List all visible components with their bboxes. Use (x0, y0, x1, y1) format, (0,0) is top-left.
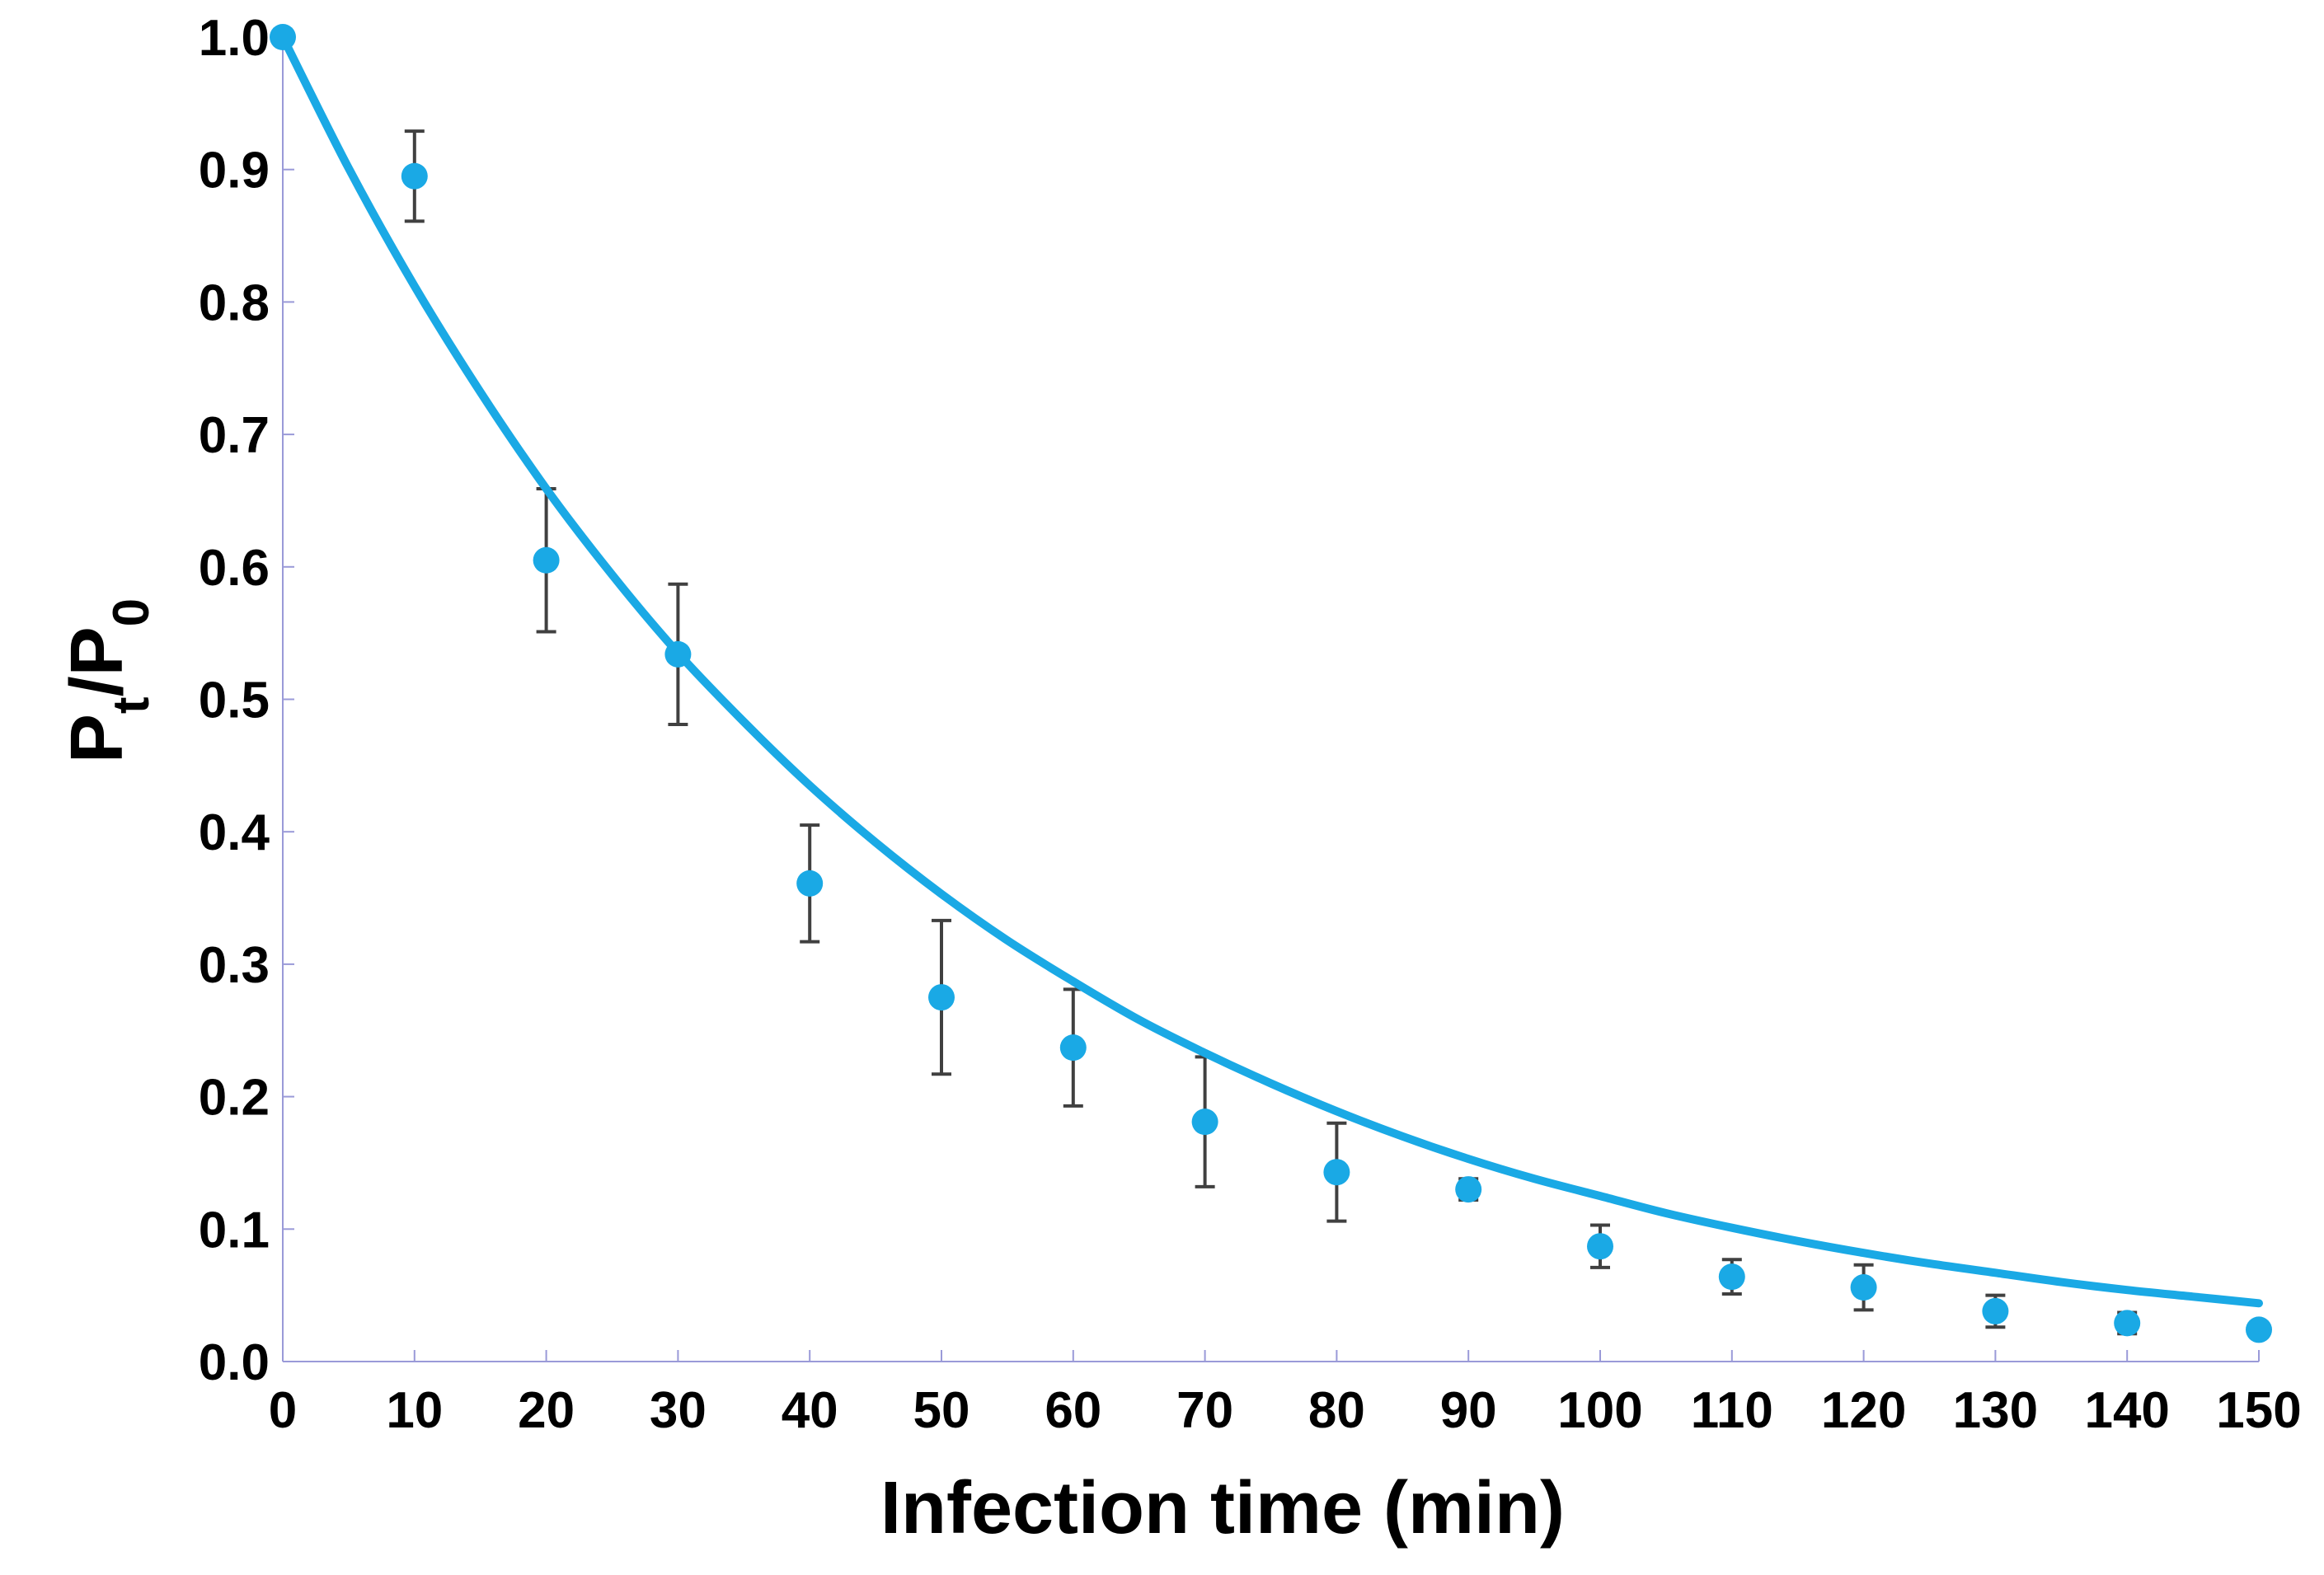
x-tick-label: 110 (1691, 1382, 1773, 1439)
x-tick-label: 0 (269, 1382, 297, 1439)
fit-curve (279, 33, 2263, 1308)
x-tick-label: 140 (2084, 1382, 2169, 1439)
data-point (401, 162, 428, 190)
x-tick-label: 150 (2216, 1382, 2301, 1439)
x-tick-label: 90 (1440, 1382, 1497, 1439)
data-points (270, 24, 2272, 1343)
x-tick-label: 50 (913, 1382, 970, 1439)
data-point (2246, 1316, 2272, 1343)
y-axis-title-sep: /P (56, 626, 139, 696)
data-point (1982, 1297, 2009, 1324)
y-axis-title-main: P (56, 714, 139, 763)
data-point (533, 546, 560, 574)
data-point (796, 870, 824, 897)
x-tick-label: 40 (782, 1382, 838, 1439)
data-point (1059, 1034, 1087, 1062)
data-point (928, 984, 955, 1011)
x-tick-label: 120 (1821, 1382, 1906, 1439)
error-bars (404, 129, 2138, 1336)
y-tick-label: 0.0 (199, 1334, 270, 1391)
x-axis-title: Infection time (min) (880, 1467, 1565, 1549)
y-tick-label: 0.7 (199, 407, 270, 464)
svg-text:Pt/P0: Pt/P0 (56, 598, 160, 763)
y-tick-label: 0.8 (199, 274, 270, 331)
x-tick-label: 70 (1176, 1382, 1233, 1439)
data-point (1587, 1233, 1613, 1260)
y-axis-title-sub: t (103, 696, 160, 714)
x-tick-label: 130 (1953, 1382, 2038, 1439)
data-point (1455, 1176, 1482, 1203)
data-point (664, 640, 692, 668)
x-tick-label: 20 (518, 1382, 575, 1439)
y-tick-label: 1.0 (199, 10, 270, 67)
y-tick-label: 0.1 (199, 1202, 270, 1259)
axes (282, 29, 2259, 1362)
x-tick-label: 100 (1557, 1382, 1642, 1439)
fit-curve-layer (279, 33, 2263, 1308)
x-tick-labels: 0 10 20 30 40 50 60 70 80 90 100 110 120 130 140 150 (269, 1382, 2302, 1439)
y-tick-label: 0.9 (199, 143, 270, 199)
data-point (2114, 1310, 2141, 1337)
data-point (1718, 1263, 1745, 1291)
x-tick-label: 80 (1308, 1382, 1365, 1439)
x-tick-label: 30 (650, 1382, 707, 1439)
data-point (1323, 1159, 1350, 1186)
y-axis-title-sub2: 0 (103, 598, 160, 626)
y-tick-label: 0.4 (199, 804, 270, 861)
y-tick-label: 0.6 (199, 540, 270, 597)
data-point (1850, 1274, 1877, 1301)
y-tick-labels: 0.0 0.1 0.2 0.3 0.4 0.5 0.6 0.7 0.8 0.9 1.0 (199, 10, 270, 1391)
x-tick-label: 10 (386, 1382, 443, 1439)
y-tick-label: 0.2 (199, 1070, 270, 1127)
data-point (270, 24, 296, 50)
y-tick-label: 0.3 (199, 937, 270, 994)
y-axis-title: Pt/P0 (56, 598, 160, 763)
data-point (1191, 1109, 1218, 1136)
x-tick-label: 60 (1045, 1382, 1101, 1439)
y-tick-label: 0.5 (199, 673, 270, 729)
tick-marks (282, 36, 2260, 1362)
